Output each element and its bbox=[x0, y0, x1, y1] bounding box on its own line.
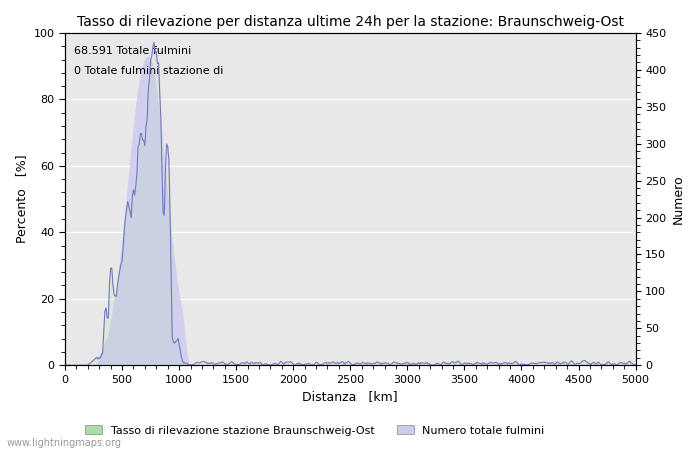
Y-axis label: Percento   [%]: Percento [%] bbox=[15, 155, 28, 243]
Legend: Tasso di rilevazione stazione Braunschweig-Ost, Numero totale fulmini: Tasso di rilevazione stazione Braunschwe… bbox=[81, 421, 549, 440]
Title: Tasso di rilevazione per distanza ultime 24h per la stazione: Braunschweig-Ost: Tasso di rilevazione per distanza ultime… bbox=[77, 15, 624, 29]
Text: 68.591 Totale fulmini: 68.591 Totale fulmini bbox=[74, 46, 191, 56]
Y-axis label: Numero: Numero bbox=[672, 174, 685, 224]
Text: www.lightningmaps.org: www.lightningmaps.org bbox=[7, 438, 122, 448]
Text: 0 Totale fulmini stazione di: 0 Totale fulmini stazione di bbox=[74, 66, 223, 76]
X-axis label: Distanza   [km]: Distanza [km] bbox=[302, 391, 398, 404]
